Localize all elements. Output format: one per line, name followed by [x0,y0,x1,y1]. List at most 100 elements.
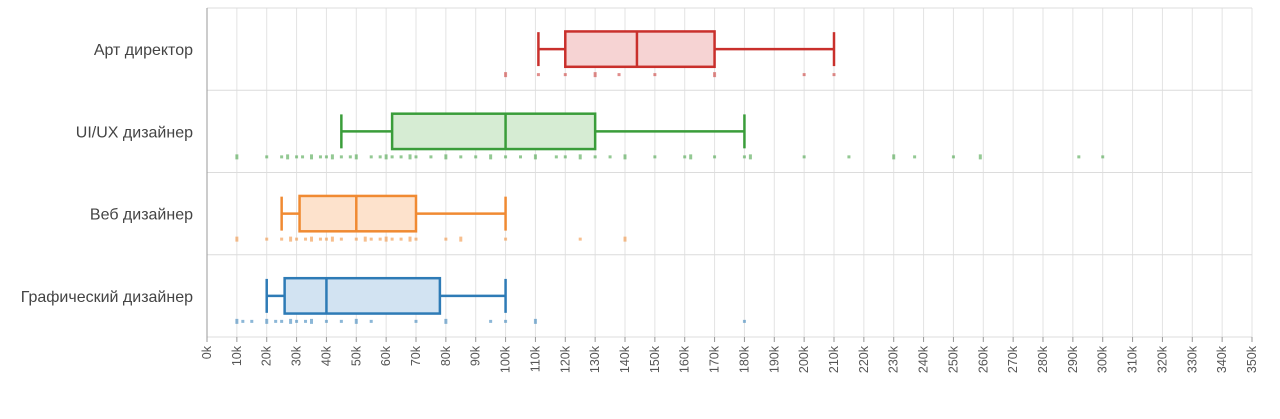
data-point [533,154,537,160]
data-point [713,155,717,159]
data-point [289,236,293,242]
x-tick-label: 280k [1036,345,1050,373]
data-point [304,237,308,241]
data-point [235,236,239,242]
x-tick-label: 70k [409,345,423,366]
x-tick-label: 330k [1185,345,1199,373]
x-tick-label: 320k [1155,345,1169,373]
data-points [235,72,1105,324]
data-point [563,155,567,159]
data-point [310,236,313,242]
data-point [295,237,299,241]
data-point [408,154,412,160]
data-point [653,73,657,77]
data-point [459,236,463,242]
box [298,194,418,233]
data-point [623,154,627,160]
grid [206,7,1253,338]
data-point [363,236,367,242]
data-point [444,154,448,160]
data-point [250,319,254,323]
data-point [274,319,278,323]
x-tick-label: 0k [200,345,214,359]
data-point [689,154,693,160]
data-point [399,155,403,159]
data-point [533,318,537,324]
data-point [286,154,290,160]
box [564,30,716,69]
data-point [369,155,373,159]
data-point [330,236,334,242]
data-point [324,319,328,323]
data-point [504,72,508,78]
category-labels: Арт директор UI/UX дизайнер Веб дизайнер Гр… [21,42,193,306]
data-point [318,155,322,159]
data-point [444,237,448,241]
data-point [265,318,269,324]
data-point [378,155,382,159]
data-point [1101,155,1105,159]
data-point [235,318,239,324]
x-tick-label: 10k [230,345,244,366]
x-tick-label: 240k [917,345,931,373]
data-point [369,319,373,323]
x-tick-label: 250k [946,345,960,373]
x-tick-label: 100k [499,345,513,373]
data-point [653,155,657,159]
data-point [802,155,806,159]
data-point [339,319,343,323]
x-tick-label: 310k [1126,345,1140,373]
data-point [459,155,463,159]
data-point [802,73,806,77]
data-point [563,73,567,77]
data-point [578,237,582,241]
data-point [330,154,334,160]
category-label: UI/UX дизайнер [76,124,193,141]
data-point [304,319,308,323]
data-point [713,72,717,78]
category-label: Графический дизайнер [21,289,193,306]
data-point [390,237,394,241]
data-point [354,237,358,241]
x-tick-label: 110k [528,345,542,372]
data-point [280,319,284,323]
data-point [593,72,597,78]
data-point [280,237,284,241]
x-tick-label: 340k [1215,345,1229,373]
x-tick-label: 30k [290,345,304,366]
data-point [683,155,687,159]
data-point [318,237,322,241]
x-tick-label: 130k [588,345,602,373]
data-point [265,155,269,159]
x-tick-label: 120k [558,345,572,373]
data-point [324,237,328,241]
data-point [235,154,239,160]
data-point [593,155,597,159]
data-point [1077,155,1081,159]
x-tick-label: 40k [319,345,333,366]
data-point [414,155,418,159]
data-point [369,237,373,241]
data-point [280,155,284,159]
data-point [384,236,388,242]
data-point [536,73,540,77]
x-axis: 0k 10k 20k 30k 40k 50k 60k 70k 80k 90k 100k 110k 120… [200,337,1259,373]
data-point [519,155,522,159]
data-point [354,154,358,160]
category-label: Веб дизайнер [90,207,193,224]
data-point [504,155,508,159]
data-point [892,154,896,160]
x-tick-label: 290k [1066,345,1080,373]
x-tick-label: 350k [1245,345,1259,373]
data-point [384,154,388,160]
x-tick-label: 140k [618,345,632,373]
x-tick-label: 20k [260,345,274,366]
data-point [324,155,328,159]
data-point [489,319,493,323]
data-point [554,155,558,159]
box [283,276,442,315]
x-tick-label: 90k [469,345,483,366]
data-point [390,155,394,159]
data-point [414,237,418,241]
data-point [474,155,478,159]
